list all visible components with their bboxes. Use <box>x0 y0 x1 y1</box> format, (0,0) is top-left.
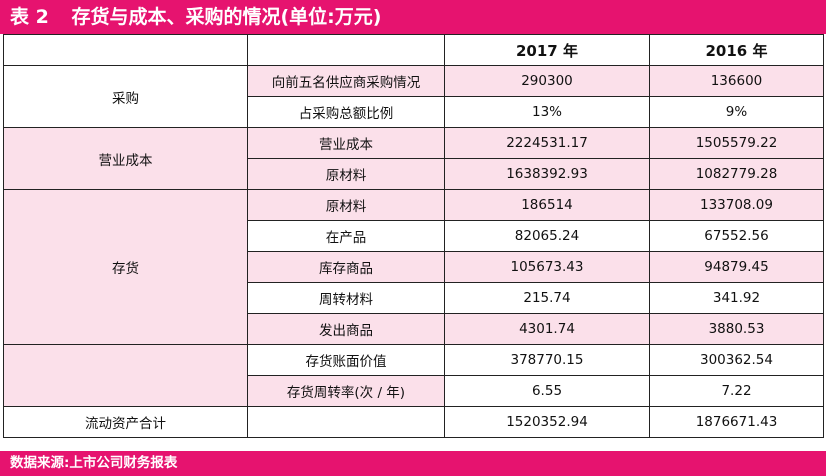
value-2016: 7.22 <box>649 375 824 407</box>
section-inventory: 存货 <box>3 189 248 345</box>
section-cost: 营业成本 <box>3 127 248 190</box>
row-label: 向前五名供应商采购情况 <box>247 65 445 97</box>
value-2017: 215.74 <box>444 282 650 314</box>
section-inventory-summary <box>3 344 248 407</box>
value-2016: 300362.54 <box>649 344 824 376</box>
figure-title-text: 存货与成本、采购的情况(单位:万元) <box>71 6 382 28</box>
source-note: 数据来源:上市公司财务报表 <box>0 451 826 476</box>
header-year-2017: 2017 年 <box>444 34 650 66</box>
row-label: 在产品 <box>247 220 445 252</box>
value-2017: 2224531.17 <box>444 127 650 159</box>
data-table: 2017 年 2016 年 采购 向前五名供应商采购情况 290300 1366… <box>3 34 824 438</box>
row-label: 发出商品 <box>247 313 445 345</box>
value-2017: 186514 <box>444 189 650 221</box>
value-2016: 133708.09 <box>649 189 824 221</box>
table-row: 采购 向前五名供应商采购情况 290300 136600 <box>3 65 824 128</box>
value-2016: 1876671.43 <box>649 406 824 438</box>
value-2017: 378770.15 <box>444 344 650 376</box>
value-2017: 1638392.93 <box>444 158 650 190</box>
table-row: 存货 原材料 186514 133708.09 <box>3 189 824 345</box>
value-2017: 290300 <box>444 65 650 97</box>
value-2017: 13% <box>444 96 650 128</box>
value-2016: 3880.53 <box>649 313 824 345</box>
header-cell-2 <box>247 34 445 66</box>
header-cell-1 <box>3 34 248 66</box>
value-2016: 9% <box>649 96 824 128</box>
section-purchase: 采购 <box>3 65 248 128</box>
table-row: 营业成本 营业成本 2224531.17 1505579.22 <box>3 127 824 190</box>
row-label: 周转材料 <box>247 282 445 314</box>
row-label <box>247 406 445 438</box>
header-year-2016: 2016 年 <box>649 34 824 66</box>
value-2017: 105673.43 <box>444 251 650 283</box>
row-label: 原材料 <box>247 189 445 221</box>
value-2017: 4301.74 <box>444 313 650 345</box>
figure-number: 表 2 <box>10 6 49 28</box>
value-2016: 1082779.28 <box>649 158 824 190</box>
value-2016: 341.92 <box>649 282 824 314</box>
table-row: 发出商品 4301.74 3880.53 <box>3 313 824 345</box>
value-2017: 6.55 <box>444 375 650 407</box>
table-row: 占采购总额比例 13% 9% <box>3 96 824 128</box>
row-label: 存货周转率(次 / 年) <box>247 375 445 407</box>
value-2016: 1505579.22 <box>649 127 824 159</box>
row-label: 存货账面价值 <box>247 344 445 376</box>
value-2017: 82065.24 <box>444 220 650 252</box>
value-2016: 94879.45 <box>649 251 824 283</box>
table-row: 存货账面价值 378770.15 300362.54 <box>3 344 824 407</box>
figure-title: 表 2 存货与成本、采购的情况(单位:万元) <box>0 0 826 34</box>
header-row: 2017 年 2016 年 <box>3 34 824 66</box>
row-label: 原材料 <box>247 158 445 190</box>
value-2017: 1520352.94 <box>444 406 650 438</box>
table-row: 流动资产合计 1520352.94 1876671.43 <box>3 406 824 438</box>
row-label: 占采购总额比例 <box>247 96 445 128</box>
value-2016: 136600 <box>649 65 824 97</box>
value-2016: 67552.56 <box>649 220 824 252</box>
row-label: 营业成本 <box>247 127 445 159</box>
row-label: 库存商品 <box>247 251 445 283</box>
section-current-assets: 流动资产合计 <box>3 406 248 438</box>
